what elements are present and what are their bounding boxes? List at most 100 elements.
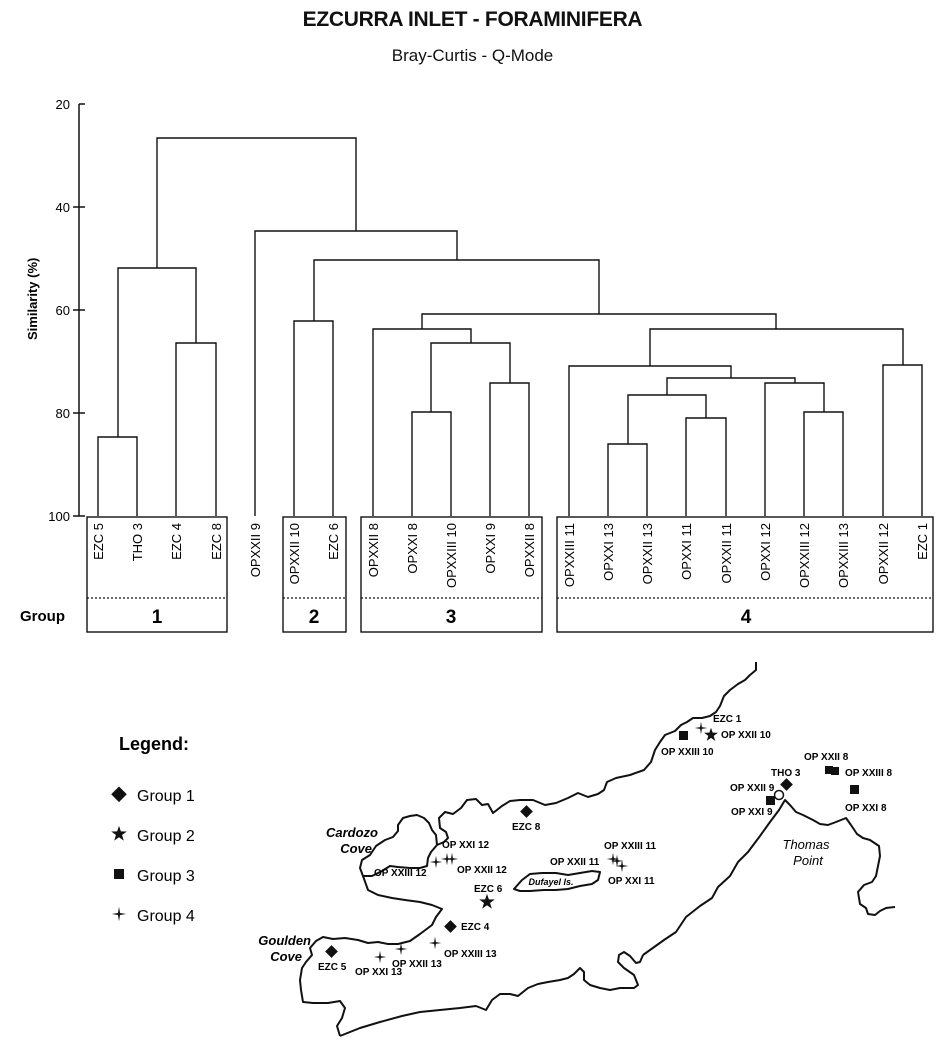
site-label: EZC 6 <box>474 884 503 895</box>
star-icon <box>111 825 127 841</box>
y-tick-labels: 20 40 60 80 100 <box>48 97 70 524</box>
tick-80: 80 <box>56 406 70 421</box>
leaf-label: OPXXII 9 <box>248 523 263 577</box>
tick-100: 100 <box>48 509 70 524</box>
tick-20: 20 <box>56 97 70 112</box>
map-sites: EZC 1 OP XXII 10 OP XXIII 10 OP XXII 8 O… <box>318 714 892 978</box>
y-axis <box>73 103 85 517</box>
four-point-star-icon <box>428 936 442 950</box>
leaf-label: OPXXII 10 <box>287 523 302 584</box>
leaf-label: OPXXII 12 <box>876 523 891 584</box>
place-goulden-line1: Goulden <box>258 933 311 948</box>
group-number-3: 3 <box>446 607 457 628</box>
diamond-icon <box>780 778 793 791</box>
place-thomas-line1: Thomas <box>783 837 830 852</box>
tick-40: 40 <box>56 200 70 215</box>
square-icon <box>850 785 859 794</box>
group-boxes <box>86 516 934 633</box>
legend-label: Group 2 <box>137 828 195 845</box>
leaf-label: OPXXI 12 <box>758 523 773 581</box>
legend-title: Legend: <box>119 734 189 754</box>
leaf-label: THO 3 <box>130 523 145 561</box>
place-cardozo-line2: Cove <box>340 841 372 856</box>
y-axis-label: Similarity (%) <box>25 258 40 340</box>
leaf-label: OPXXI 8 <box>405 523 420 574</box>
site-label: OP XXI 11 <box>608 876 655 887</box>
leaf-label: EZC 4 <box>169 523 184 560</box>
place-dufayel: Dufayel Is. <box>528 877 573 887</box>
dendrogram-tree <box>97 137 923 516</box>
legend-label: Group 1 <box>137 788 195 805</box>
figure-subtitle: Bray-Curtis - Q-Mode <box>391 46 554 65</box>
leaf-label: OPXXII 8 <box>522 523 537 577</box>
place-cardozo-line1: Cardozo <box>326 825 378 840</box>
site-label: THO 3 <box>771 768 801 779</box>
group-number-1: 1 <box>152 607 163 628</box>
diamond-icon <box>520 805 533 818</box>
square-icon <box>679 731 688 740</box>
diamond-icon <box>111 786 127 803</box>
site-label: EZC 1 <box>713 714 742 725</box>
four-point-star-icon <box>429 855 443 869</box>
site-label: OP XXI 12 <box>442 840 490 851</box>
site-label: OP XXII 13 <box>392 959 442 970</box>
leaf-label: OPXXIII 10 <box>444 523 459 588</box>
four-point-star-icon <box>445 852 459 866</box>
site-label: OP XXIII 13 <box>444 949 497 960</box>
leaf-label: EZC 1 <box>915 523 930 560</box>
site-label: OP XXIII 12 <box>374 868 427 879</box>
site-label: OP XXI 13 <box>355 967 403 978</box>
four-point-star-icon <box>373 950 387 964</box>
legend: Legend: Group 1 Group 2 Group 3 Group 4 <box>111 734 195 925</box>
leaf-label: EZC 8 <box>209 523 224 560</box>
site-label: EZC 8 <box>512 822 541 833</box>
site-label: OP XXII 12 <box>457 865 507 876</box>
square-icon <box>825 766 833 774</box>
site-label: OP XXIII 11 <box>604 841 657 852</box>
star-icon <box>479 893 495 909</box>
leaf-label: OPXXI 13 <box>601 523 616 581</box>
leaf-label: OPXXII 8 <box>366 523 381 577</box>
site-label: EZC 4 <box>461 922 490 933</box>
circle-icon <box>773 789 785 801</box>
group-number-4: 4 <box>741 607 752 628</box>
site-label: OP XXII 10 <box>721 730 771 741</box>
four-point-star-icon <box>111 906 127 922</box>
leaf-label: OPXXIII 13 <box>836 523 851 588</box>
group-row-label: Group <box>20 608 65 625</box>
site-label: OP XXIII 8 <box>845 768 892 779</box>
tick-60: 60 <box>56 303 70 318</box>
star-icon <box>704 727 718 741</box>
place-thomas-line2: Point <box>793 853 824 868</box>
place-names: Cardozo Cove Goulden Cove Thomas Point D… <box>258 825 830 964</box>
site-label: OP XXI 8 <box>845 803 887 814</box>
place-goulden-line2: Cove <box>270 949 302 964</box>
site-label: OP XXII 11 <box>550 857 600 868</box>
site-label: EZC 5 <box>318 962 347 973</box>
legend-label: Group 3 <box>137 868 195 885</box>
site-label: OP XXI 9 <box>731 807 773 818</box>
leaf-label: EZC 5 <box>91 523 106 560</box>
figure-title: EZCURRA INLET - FORAMINIFERA <box>302 8 643 31</box>
square-icon <box>831 767 839 775</box>
site-label: OP XXII 9 <box>730 783 775 794</box>
four-point-star-icon <box>694 721 708 735</box>
leaf-label: EZC 6 <box>326 523 341 560</box>
site-label: OP XXIII 10 <box>661 747 714 758</box>
map-coastline <box>299 662 896 1037</box>
leaf-label: OPXXIII 12 <box>797 523 812 588</box>
leaf-label: OPXXII 13 <box>640 523 655 584</box>
square-icon <box>766 796 775 805</box>
square-icon <box>114 869 124 879</box>
diamond-icon <box>444 920 457 933</box>
leaf-label: OPXXI 9 <box>483 523 498 574</box>
leaf-labels: EZC 5 THO 3 EZC 4 EZC 8 OPXXII 9 OPXXII … <box>91 523 930 588</box>
group-number-2: 2 <box>309 607 320 628</box>
legend-label: Group 4 <box>137 908 195 925</box>
leaf-label: OPXXI 11 <box>679 523 694 580</box>
leaf-label: OPXXIII 11 <box>562 523 577 587</box>
leaf-label: OPXXII 11 <box>719 523 734 583</box>
diamond-icon <box>325 945 338 958</box>
site-label: OP XXII 8 <box>804 752 849 763</box>
